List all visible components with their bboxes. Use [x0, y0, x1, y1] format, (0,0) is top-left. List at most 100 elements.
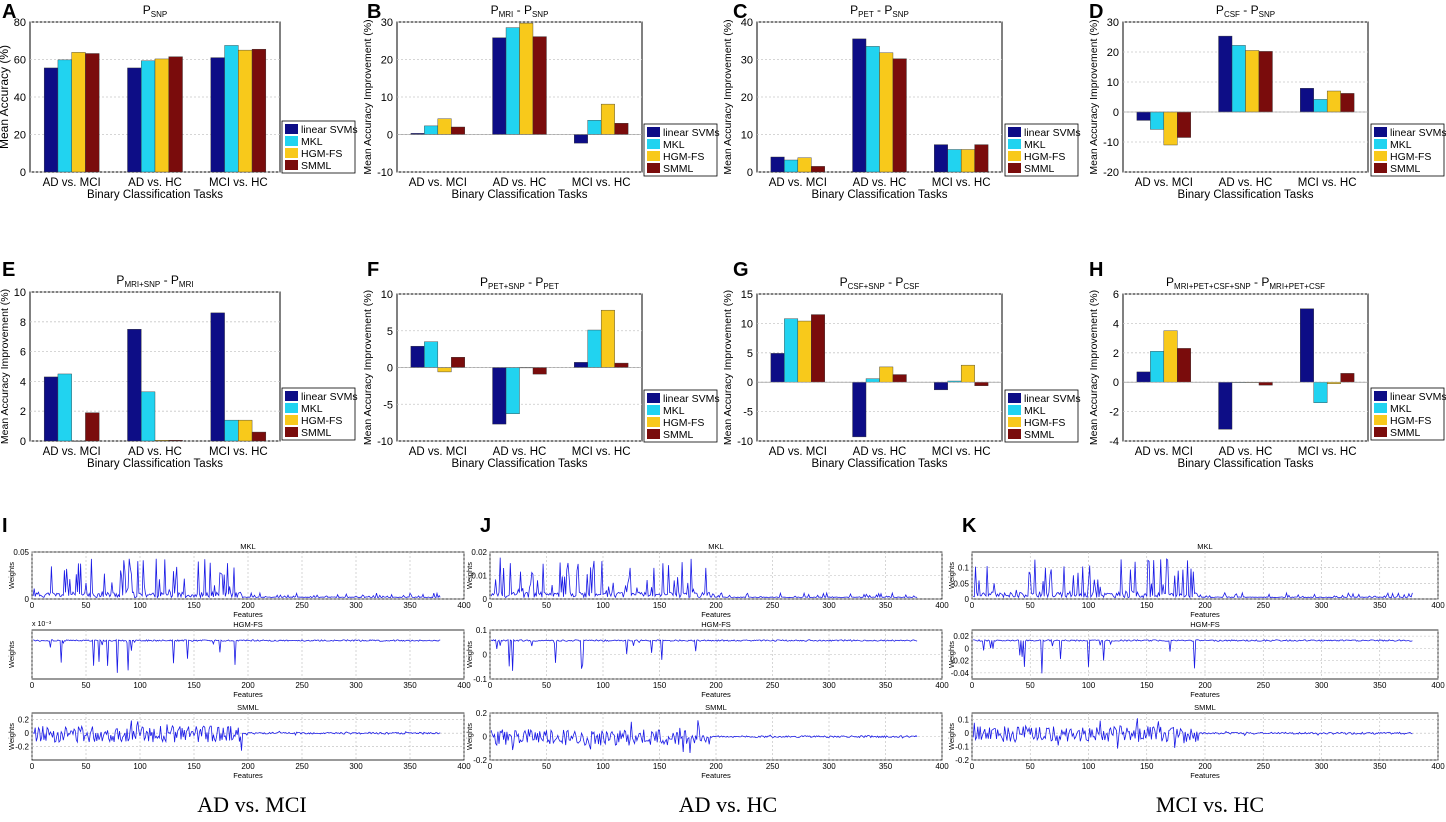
x-tick-label: AD vs. MCI: [1135, 446, 1193, 458]
x-tick-label: AD vs. MCI: [43, 177, 101, 189]
bar: [1326, 90, 1341, 113]
bar: [614, 362, 629, 368]
bar: [811, 166, 825, 173]
y-tick-label: 40: [741, 17, 753, 29]
legend-entry: MKL: [663, 405, 685, 417]
x-tick-label: 0: [30, 762, 35, 771]
bar: [451, 357, 465, 368]
x-tick-label: 50: [1026, 601, 1035, 610]
x-tick-label: 300: [1315, 601, 1329, 610]
chart-title: PCSF+SNP - PCSF: [840, 275, 920, 291]
bar: [532, 367, 547, 375]
x-tick-label: 350: [403, 762, 417, 771]
x-tick-label: 150: [653, 762, 667, 771]
bar: [784, 159, 799, 173]
y-tick-label: 0: [747, 167, 753, 179]
bar: [614, 123, 629, 135]
bar: [251, 48, 267, 173]
y-axis-label: Weights: [7, 723, 16, 750]
bar: [960, 364, 975, 383]
legend-swatch: [647, 163, 660, 173]
title-subscript: SNP: [532, 10, 548, 19]
bar: [238, 49, 253, 173]
x-tick-label: AD vs. HC: [493, 446, 547, 458]
x-tick-label: 100: [133, 762, 147, 771]
bar: [141, 391, 156, 442]
x-axis-label: Binary Classification Tasks: [812, 458, 948, 470]
y-axis-label: Mean Accuracy Improvement (%): [362, 19, 374, 174]
weights-line: [490, 557, 918, 599]
x-tick-label: 250: [295, 601, 309, 610]
legend-entry: MKL: [1390, 139, 1412, 151]
x-tick-label: 250: [766, 762, 780, 771]
legend-entry: linear SVMs: [301, 391, 358, 403]
bar: [224, 45, 239, 173]
x-tick-label: AD vs. HC: [128, 446, 182, 458]
legend-entry: HGM-FS: [1390, 415, 1431, 427]
x-tick-label: 350: [1373, 762, 1387, 771]
x-tick-label: 400: [935, 762, 949, 771]
panel-label-k: K: [962, 515, 977, 537]
subplot-title: MKL: [1197, 542, 1212, 551]
x-tick-label: 0: [970, 681, 975, 690]
y-tick-label: 8: [20, 317, 26, 329]
legend-swatch: [1374, 151, 1387, 161]
x-tick-label: AD vs. HC: [853, 177, 907, 189]
bar: [424, 125, 439, 135]
legend-entry: SMML: [301, 160, 331, 172]
x-tick-label: 350: [879, 762, 893, 771]
legend-swatch: [1374, 163, 1387, 173]
y-tick-label: 0.05: [953, 579, 969, 588]
weights-line: [973, 638, 1413, 674]
caption-k: MCI vs. HC: [1155, 792, 1265, 817]
x-tick-label: 200: [1198, 601, 1212, 610]
plot-frame: [971, 712, 1439, 761]
legend-swatch: [1008, 429, 1021, 439]
weights-line: [972, 718, 1413, 749]
panel-label-i: I: [2, 515, 8, 537]
y-tick-label: 10: [741, 318, 753, 330]
title-subscript: MRI: [499, 10, 514, 19]
x-tick-label: 300: [349, 681, 363, 690]
y-axis-label: Mean Accuracy Improvement (%): [1088, 290, 1100, 445]
y-tick-label: -5: [383, 399, 393, 411]
y-tick-label: 5: [387, 326, 393, 338]
title-part: - P: [513, 3, 532, 17]
chart-title: PMRI+PET+CSF+SNP - PMRI+PET+CSF: [1166, 275, 1325, 291]
x-tick-label: 350: [879, 681, 893, 690]
weights-line: [33, 638, 441, 673]
x-tick-label: 150: [1140, 762, 1154, 771]
y-tick-label: 0: [20, 167, 26, 179]
chart-title: PCSF - PSNP: [1216, 3, 1275, 19]
title-subscript: CSF: [1224, 10, 1240, 19]
y-tick-label: 0.02: [953, 632, 969, 641]
caption-j: AD vs. HC: [678, 792, 778, 817]
bar: [1313, 382, 1328, 403]
x-tick-label: 50: [1026, 681, 1035, 690]
legend-entry: linear SVMs: [1390, 391, 1446, 403]
title-part: P: [1216, 3, 1224, 17]
legend-swatch: [1008, 151, 1021, 161]
title-part: P: [143, 3, 151, 17]
y-tick-label: 30: [741, 55, 753, 67]
y-tick-label: -0.2: [15, 743, 29, 752]
subplot-title: SMML: [1194, 703, 1216, 712]
y-tick-label: -4: [1109, 436, 1119, 448]
weights-line: [490, 720, 918, 754]
y-tick-label: 6: [20, 347, 26, 359]
bar: [492, 367, 507, 425]
x-tick-label: 400: [457, 762, 471, 771]
legend-swatch: [1374, 139, 1387, 149]
title-part: P: [116, 273, 124, 287]
bar: [410, 345, 425, 368]
x-tick-label: 250: [1257, 762, 1271, 771]
legend-swatch: [1008, 139, 1021, 149]
x-tick-label: 100: [1082, 681, 1096, 690]
legend-swatch: [1008, 405, 1021, 415]
bar: [210, 57, 225, 173]
x-tick-label: 300: [1315, 762, 1329, 771]
x-axis-label: Features: [1190, 771, 1220, 780]
x-tick-label: 0: [488, 681, 493, 690]
legend-entry: linear SVMs: [1024, 127, 1081, 139]
x-tick-label: 350: [1373, 681, 1387, 690]
